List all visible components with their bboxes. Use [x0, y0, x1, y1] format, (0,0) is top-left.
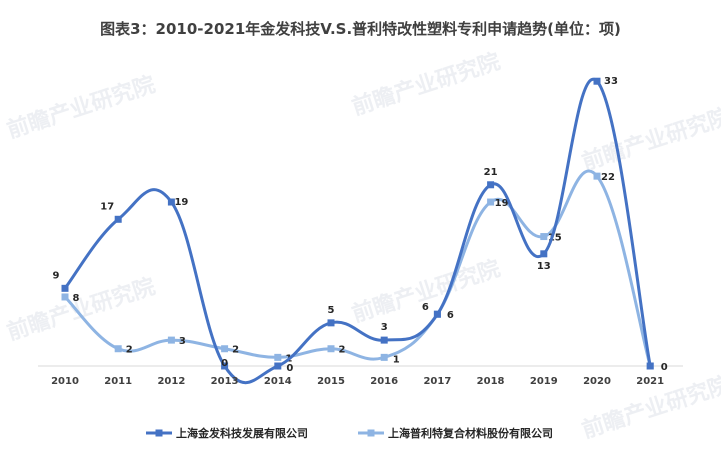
- x-tick-label: 2015: [317, 376, 345, 387]
- data-label: 6: [447, 310, 454, 321]
- data-point-marker: [487, 181, 495, 189]
- data-point-marker: [593, 172, 601, 180]
- data-label: 22: [601, 172, 615, 183]
- data-label: 15: [548, 233, 562, 244]
- data-label: 6: [422, 302, 429, 313]
- x-tick-label: 2020: [583, 376, 611, 387]
- watermark-text: 前瞻产业研究院: [349, 48, 504, 120]
- legend-item-1: 上海金发科技发展有限公司: [146, 426, 308, 440]
- x-tick-label: 2010: [51, 376, 79, 387]
- data-label: 9: [53, 270, 60, 281]
- watermark-text: 前瞻产业研究院: [349, 255, 504, 327]
- data-label: 2: [126, 345, 133, 356]
- legend-item-2: 上海普利特复合材料股份有限公司: [358, 426, 553, 440]
- data-label: 0: [221, 358, 228, 369]
- watermark-text: 前瞻产业研究院: [579, 103, 721, 175]
- data-point-marker: [433, 310, 441, 318]
- data-label: 8: [73, 293, 80, 304]
- x-tick-label: 2012: [157, 376, 185, 387]
- data-label: 3: [179, 336, 186, 347]
- legend-marker-icon: [155, 429, 163, 437]
- chart-title: 图表3：2010-2021年金发科技V.S.普利特改性塑料专利申请趋势(单位：项…: [100, 20, 621, 38]
- data-point-marker: [61, 293, 69, 301]
- legend-label: 上海金发科技发展有限公司: [176, 426, 308, 440]
- data-point-marker: [274, 353, 282, 361]
- data-point-marker: [114, 345, 122, 353]
- data-label: 13: [537, 261, 551, 272]
- data-point-marker: [646, 362, 654, 370]
- x-tick-label: 2018: [477, 376, 505, 387]
- data-point-marker: [167, 336, 175, 344]
- data-point-marker: [327, 319, 335, 327]
- x-tick-label: 2011: [104, 376, 132, 387]
- data-point-marker: [167, 198, 175, 206]
- data-point-marker: [221, 345, 229, 353]
- x-tick-label: 2019: [530, 376, 558, 387]
- data-label: 17: [100, 201, 114, 212]
- x-tick-label: 2021: [636, 376, 664, 387]
- x-tick-label: 2013: [211, 376, 239, 387]
- data-point-marker: [274, 362, 282, 370]
- data-point-marker: [593, 77, 601, 85]
- watermark-text: 前瞻产业研究院: [4, 273, 159, 345]
- data-label: 3: [381, 322, 388, 333]
- watermark-text: 前瞻产业研究院: [4, 71, 159, 143]
- data-point-marker: [221, 362, 229, 370]
- legend-marker-icon: [367, 429, 375, 437]
- data-point-marker: [540, 250, 548, 258]
- data-label: 1: [393, 354, 400, 365]
- data-label: 19: [495, 198, 509, 209]
- x-tick-label: 2017: [423, 376, 451, 387]
- x-tick-label: 2016: [370, 376, 398, 387]
- legend-label: 上海普利特复合材料股份有限公司: [388, 426, 553, 440]
- data-label: 2: [339, 345, 346, 356]
- legend: 上海金发科技发展有限公司 上海普利特复合材料股份有限公司: [146, 426, 553, 440]
- x-tick-labels: 2010 2011 2012 2013 2014 2015 2016 2017 2018 2019…: [51, 376, 664, 387]
- data-point-marker: [380, 353, 388, 361]
- data-point-marker: [327, 345, 335, 353]
- data-label: 5: [328, 305, 335, 316]
- series-line: [63, 77, 652, 385]
- data-label: 33: [604, 76, 618, 87]
- data-point-marker: [61, 284, 69, 292]
- data-label: 0: [661, 362, 668, 373]
- x-tick-label: 2014: [264, 376, 292, 387]
- data-label: 19: [174, 197, 188, 208]
- data-label: 21: [484, 167, 498, 178]
- data-point-marker: [540, 233, 548, 241]
- data-point-marker: [380, 336, 388, 344]
- data-label: 2: [232, 345, 239, 356]
- data-label: 0: [286, 363, 293, 374]
- data-point-marker: [487, 198, 495, 206]
- data-point-marker: [114, 215, 122, 223]
